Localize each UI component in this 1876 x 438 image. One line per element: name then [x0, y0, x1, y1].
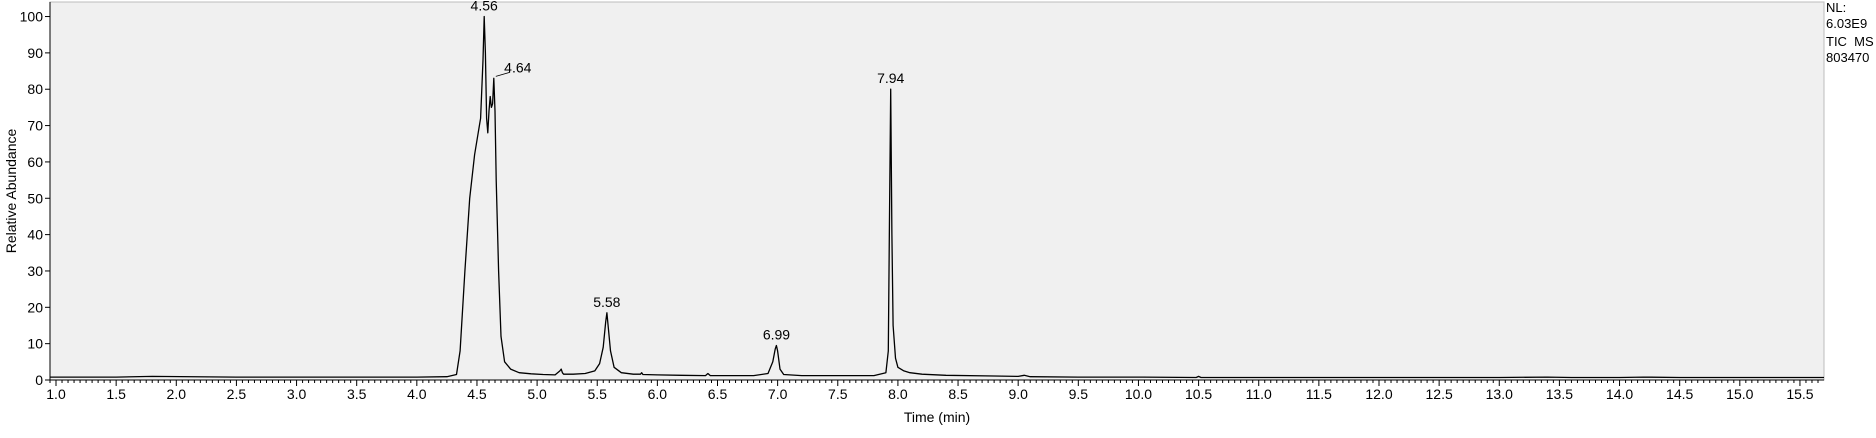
x-tick-label: 11.5 [1306, 386, 1332, 402]
x-tick-label: 15.0 [1726, 386, 1753, 402]
y-axis-ticks: 0 10 20 30 40 50 60 70 80 90 100 [20, 9, 50, 388]
y-tick-label: 30 [27, 263, 43, 279]
peak-labels: 4.56 4.64 5.58 6.99 7.94 [471, 0, 905, 342]
y-tick-label: 50 [27, 190, 43, 206]
x-axis-label: Time (min) [904, 409, 970, 425]
x-tick-label: 12.5 [1426, 386, 1453, 402]
x-tick-label: 6.0 [648, 386, 668, 402]
x-tick-label: 2.5 [227, 386, 247, 402]
x-tick-label: 12.0 [1365, 386, 1392, 402]
y-tick-label: 20 [27, 299, 43, 315]
y-tick-label: 0 [35, 372, 43, 388]
x-tick-label: 9.5 [1069, 386, 1089, 402]
x-tick-label: 15.5 [1786, 386, 1813, 402]
peak-label: 7.94 [877, 70, 904, 86]
x-tick-label: 3.0 [287, 386, 307, 402]
y-axis-label: Relative Abundance [3, 129, 19, 254]
x-tick-label: 13.0 [1486, 386, 1513, 402]
peak-label: 6.99 [763, 326, 790, 342]
x-tick-label: 4.0 [407, 386, 427, 402]
peak-label: 4.56 [471, 0, 498, 14]
peak-label: 4.64 [504, 59, 531, 75]
file-id: 803470 [1826, 50, 1869, 65]
x-tick-label: 10.0 [1125, 386, 1152, 402]
x-tick-label: 4.5 [467, 386, 487, 402]
nl-value: 6.03E9 [1826, 16, 1867, 31]
x-axis-ticks: 1.0 1.5 2.0 2.5 3.0 3.5 4.0 4.5 5.0 5.5 6.0 6.5 7.0 7… [46, 380, 1819, 402]
x-tick-label: 6.5 [708, 386, 728, 402]
x-tick-label: 8.0 [888, 386, 908, 402]
x-tick-label: 11.0 [1246, 386, 1272, 402]
y-tick-label: 60 [27, 154, 43, 170]
y-tick-label: 40 [27, 227, 43, 243]
trace-label: TIC MS [1826, 34, 1874, 49]
x-tick-label: 14.5 [1666, 386, 1693, 402]
x-tick-label: 8.5 [948, 386, 968, 402]
x-tick-label: 14.0 [1606, 386, 1633, 402]
x-tick-label: 2.0 [167, 386, 187, 402]
y-tick-label: 80 [27, 81, 43, 97]
x-tick-label: 7.5 [828, 386, 848, 402]
x-tick-label: 1.5 [106, 386, 126, 402]
plot-area [49, 1, 1825, 381]
x-tick-label: 3.5 [347, 386, 367, 402]
x-tick-label: 13.5 [1546, 386, 1573, 402]
x-tick-label: 5.5 [587, 386, 607, 402]
y-tick-label: 10 [27, 336, 43, 352]
x-tick-label: 5.0 [527, 386, 547, 402]
x-tick-label: 1.0 [46, 386, 66, 402]
y-tick-label: 70 [27, 118, 43, 134]
x-tick-label: 9.0 [1008, 386, 1028, 402]
tic-trace [50, 15, 1824, 379]
peak-label: 5.58 [593, 294, 620, 310]
peak-leader-line [495, 71, 510, 77]
x-tick-label: 10.5 [1185, 386, 1212, 402]
nl-label: NL: [1826, 0, 1846, 15]
y-tick-label: 90 [27, 45, 43, 61]
x-tick-label: 7.0 [768, 386, 788, 402]
y-tick-label: 100 [20, 9, 44, 25]
